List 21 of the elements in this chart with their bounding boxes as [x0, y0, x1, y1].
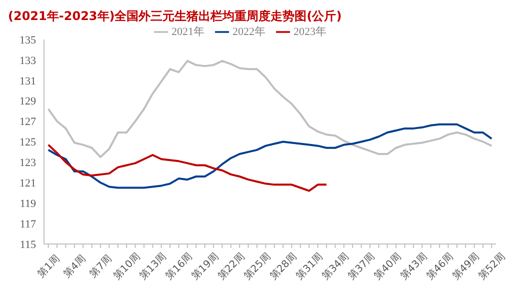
y-tick-label: 115 — [20, 238, 36, 251]
y-tick-label: 117 — [20, 218, 36, 230]
line-series — [47, 144, 328, 192]
legend-label: 2023年 — [294, 26, 326, 38]
x-tick-label: 第4周 — [61, 252, 88, 280]
x-tick-label: 第1周 — [35, 252, 62, 280]
y-tick-label: 121 — [20, 178, 36, 190]
legend-label: 2022年 — [232, 26, 266, 38]
y-tick-label: 129 — [20, 96, 36, 108]
y-tick-label: 131 — [20, 75, 36, 88]
y-tick-label: 135 — [20, 34, 36, 46]
legend-label: 2021年 — [172, 26, 204, 38]
chart-title: (2021年-2023年)全国外三元生猪出栏均重周度走势图(公斤) — [8, 8, 343, 24]
y-tick-label: 119 — [20, 198, 36, 210]
y-tick-label: 127 — [20, 116, 36, 128]
line-series — [47, 123, 493, 189]
y-tick-label: 133 — [20, 54, 36, 67]
x-tick-label: 第7周 — [87, 252, 114, 280]
y-tick-label: 125 — [20, 136, 36, 149]
line-series — [47, 60, 493, 158]
y-tick-label: 123 — [20, 157, 36, 170]
